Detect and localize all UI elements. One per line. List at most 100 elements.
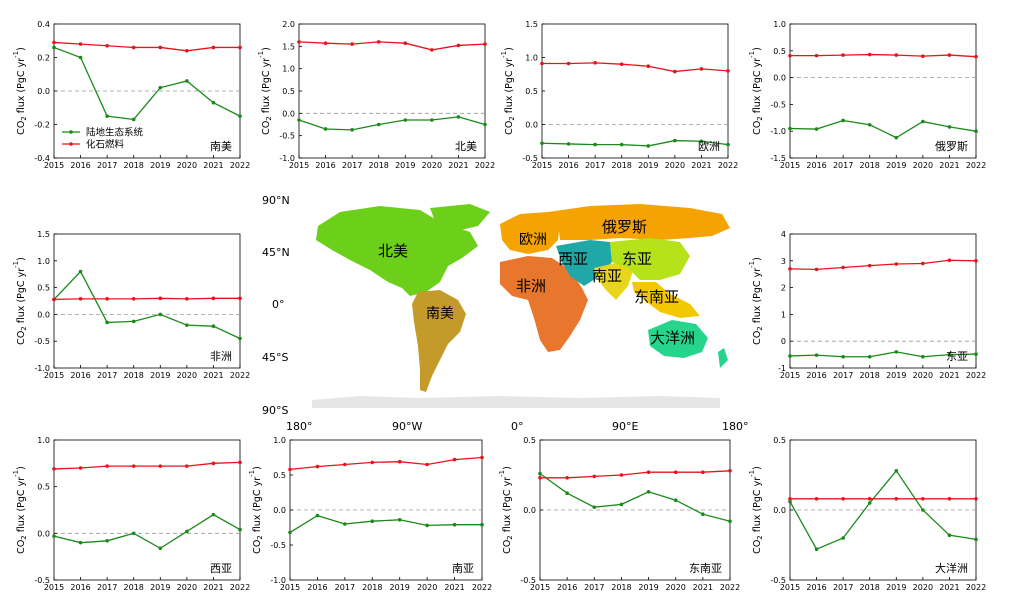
fossil-fuel-point (376, 40, 381, 44)
x-tick-label: 2018 (860, 583, 880, 592)
fossil-fuel-point (841, 265, 845, 270)
x-tick-label: 2018 (124, 161, 144, 170)
map-region-antarctica (312, 396, 720, 408)
panel-region-label: 东南亚 (689, 562, 722, 575)
land-ecosystem-point (646, 144, 651, 148)
fossil-fuel-point (78, 466, 83, 470)
fossil-fuel-point (619, 62, 624, 66)
fossil-fuel-point (947, 53, 952, 57)
fossil-fuel-point (158, 45, 163, 50)
land-ecosystem-point (673, 138, 677, 143)
map-label-south-asia: 南亚 (592, 267, 622, 285)
fossil-fuel-point (974, 54, 978, 59)
land-ecosystem-point (397, 518, 402, 522)
land-ecosystem-series-line (53, 270, 241, 340)
fossil-fuel-point (158, 464, 163, 468)
y-axis-label: CO2 flux (PgC yr-1) (748, 466, 764, 554)
land-ecosystem-point (867, 501, 872, 505)
map-lon-label: 90°W (392, 420, 422, 433)
panel-8: -1.0 -0.5 0.0 0.5 1.0 2015 2016 2017 2018 2019 202… (248, 436, 492, 592)
land-ecosystem-point (921, 354, 925, 359)
land-ecosystem-point (947, 533, 952, 537)
map-lat-label: 0° (272, 298, 285, 311)
y-tick-label: -0.2 (34, 121, 50, 130)
land-ecosystem-point (974, 537, 978, 542)
x-tick-label: 2018 (362, 583, 382, 592)
land-ecosystem-point (238, 114, 242, 118)
fossil-fuel-series-line (542, 62, 729, 73)
land-ecosystem-series-line (789, 351, 977, 358)
x-tick-label: 2020 (665, 161, 685, 170)
map-lon-label: 90°E (612, 420, 638, 433)
x-tick-label: 2017 (97, 371, 117, 380)
fossil-fuel-series-line (53, 461, 241, 470)
fossil-fuel-point (673, 69, 677, 74)
x-tick-label: 2019 (150, 371, 170, 380)
map-region-russia (548, 204, 730, 240)
x-tick-label: 2015 (44, 161, 64, 170)
x-tick-label: 2022 (475, 161, 495, 170)
fossil-fuel-point (185, 297, 189, 301)
panel-4: -1.5 -1.0 -0.5 0.0 0.5 1.0 2015 2016 2017 2018 201… (748, 20, 986, 170)
map-label-north-america: 北美 (378, 242, 408, 260)
map-region-southeast-asia (632, 282, 700, 318)
land-ecosystem-series-line (53, 513, 241, 550)
fossil-fuel-point (105, 43, 109, 48)
land-ecosystem-point (105, 320, 109, 325)
map-region-north-america (316, 206, 478, 296)
y-tick-label: 1.5 (525, 20, 538, 29)
fossil-fuel-series-line (289, 456, 483, 471)
fossil-fuel-point (397, 459, 402, 464)
land-ecosystem-point (403, 118, 408, 122)
x-tick-label: 2022 (230, 371, 250, 380)
panel-axes-frame (541, 23, 729, 159)
y-tick-label: -0.5 (520, 576, 536, 585)
panel-region-label: 俄罗斯 (935, 140, 968, 153)
land-ecosystem-point (158, 546, 163, 551)
land-ecosystem-point (480, 522, 484, 527)
y-tick-label: -0.5 (770, 576, 786, 585)
y-axis-label: CO2 flux (PgC yr-1) (500, 47, 516, 135)
fossil-fuel-point (974, 259, 978, 263)
y-tick-label: -1 (778, 364, 786, 373)
land-ecosystem-point (921, 119, 925, 124)
map-label-south-america: 南美 (426, 306, 454, 322)
fossil-fuel-point (814, 53, 819, 58)
fossil-fuel-point (538, 476, 542, 480)
fossil-fuel-point (894, 53, 899, 57)
map-label-europe: 欧洲 (519, 232, 547, 248)
y-tick-label: 0.0 (37, 87, 50, 96)
x-tick-label: 2021 (939, 161, 959, 170)
fossil-fuel-point (425, 462, 429, 467)
land-ecosystem-series-line (289, 514, 482, 533)
land-ecosystem-series-line (539, 473, 731, 522)
land-ecosystem-point (814, 547, 819, 551)
land-ecosystem-point (376, 122, 381, 127)
fossil-fuel-point (211, 461, 216, 466)
fossil-fuel-point (78, 297, 83, 301)
y-tick-label: 0.5 (523, 436, 536, 445)
x-tick-label: 2015 (532, 161, 552, 170)
land-ecosystem-point (185, 529, 189, 534)
x-tick-label: 2021 (691, 161, 711, 170)
x-tick-label: 2020 (417, 583, 437, 592)
x-tick-label: 2019 (150, 583, 170, 592)
panel-7: -0.5 0.0 0.5 1.0 2015 2016 2017 2018 2019 2020 202… (12, 436, 250, 592)
fossil-fuel-point (343, 462, 347, 467)
land-ecosystem-point (131, 531, 136, 536)
legend-label-fossil: 化石燃料 (86, 139, 125, 151)
land-ecosystem-point (699, 139, 704, 144)
fossil-fuel-point (78, 42, 83, 46)
fossil-fuel-point (646, 470, 651, 475)
land-ecosystem-point (947, 125, 952, 129)
x-tick-label: 2019 (886, 161, 906, 170)
fossil-fuel-series-line (298, 41, 486, 51)
fossil-fuel-point (370, 460, 375, 465)
land-ecosystem-point (540, 141, 544, 146)
y-tick-label: -0.5 (522, 154, 538, 163)
fossil-fuel-point (238, 45, 242, 50)
land-ecosystem-point (430, 118, 434, 122)
panel-region-label: 东亚 (946, 350, 968, 363)
fossil-fuel-point (814, 267, 819, 272)
map-label-africa: 非洲 (516, 277, 546, 295)
